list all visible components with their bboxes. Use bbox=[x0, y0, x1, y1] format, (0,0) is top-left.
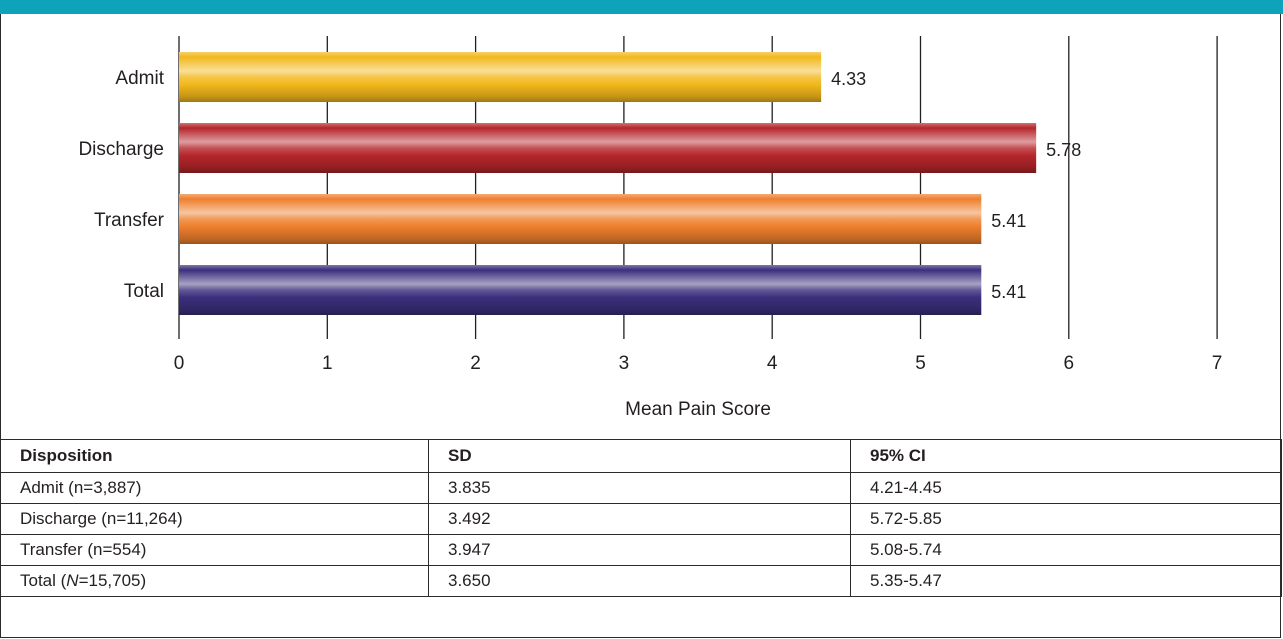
table-header-row: Disposition SD 95% CI bbox=[0, 439, 1282, 473]
header-ci: 95% CI bbox=[850, 439, 1282, 473]
row-sd: 3.650 bbox=[428, 565, 851, 597]
tick-label: 6 bbox=[1064, 353, 1075, 374]
figure-header-bar bbox=[0, 0, 1283, 14]
row-label-suffix: =15,705) bbox=[78, 571, 147, 590]
stats-table: Disposition SD 95% CI Admit (n=3,887) 3.… bbox=[0, 439, 1282, 597]
data-label: 5.78 bbox=[1046, 140, 1081, 160]
tick-label: 5 bbox=[915, 353, 926, 374]
table-row: Admit (n=3,887) 3.835 4.21-4.45 bbox=[0, 472, 1282, 504]
tick-label: 2 bbox=[470, 353, 481, 374]
row-ci: 5.72-5.85 bbox=[850, 503, 1282, 535]
tick-label: 0 bbox=[174, 353, 185, 374]
bar-admit bbox=[179, 52, 822, 102]
row-label-n: N bbox=[66, 571, 79, 590]
data-label: 5.41 bbox=[991, 211, 1026, 231]
header-disposition: Disposition bbox=[0, 439, 429, 473]
bar-transfer bbox=[179, 194, 982, 244]
table-row: Transfer (n=554) 3.947 5.08-5.74 bbox=[0, 534, 1282, 566]
tick-label: 3 bbox=[619, 353, 630, 374]
tick-label: 1 bbox=[322, 353, 333, 374]
row-label: Discharge (n=11,264) bbox=[0, 503, 429, 535]
row-label: Total (N=15,705) bbox=[0, 565, 429, 597]
bar-total bbox=[179, 265, 982, 315]
bar-discharge bbox=[179, 123, 1037, 173]
row-sd: 3.947 bbox=[428, 534, 851, 566]
category-label: Transfer bbox=[94, 210, 165, 231]
tick-label: 7 bbox=[1212, 353, 1223, 374]
row-sd: 3.492 bbox=[428, 503, 851, 535]
row-ci: 5.35-5.47 bbox=[850, 565, 1282, 597]
row-sd: 3.835 bbox=[428, 472, 851, 504]
row-label: Transfer (n=554) bbox=[0, 534, 429, 566]
table-row: Total (N=15,705) 3.650 5.35-5.47 bbox=[0, 565, 1282, 597]
x-axis-label: Mean Pain Score bbox=[625, 399, 771, 420]
row-label: Admit (n=3,887) bbox=[0, 472, 429, 504]
category-label: Discharge bbox=[78, 139, 164, 160]
data-label: 4.33 bbox=[831, 69, 866, 89]
tick-label: 4 bbox=[767, 353, 778, 374]
header-sd: SD bbox=[428, 439, 851, 473]
category-label: Admit bbox=[115, 68, 164, 89]
row-label-prefix: Total ( bbox=[20, 571, 67, 590]
row-ci: 5.08-5.74 bbox=[850, 534, 1282, 566]
row-ci: 4.21-4.45 bbox=[850, 472, 1282, 504]
data-label: 5.41 bbox=[991, 282, 1026, 302]
table-row: Discharge (n=11,264) 3.492 5.72-5.85 bbox=[0, 503, 1282, 535]
category-label: Total bbox=[124, 281, 164, 302]
bar-chart: Admit 4.33 Discharge 5.78 Transfer 5.41 Total 5… bbox=[0, 14, 1283, 439]
